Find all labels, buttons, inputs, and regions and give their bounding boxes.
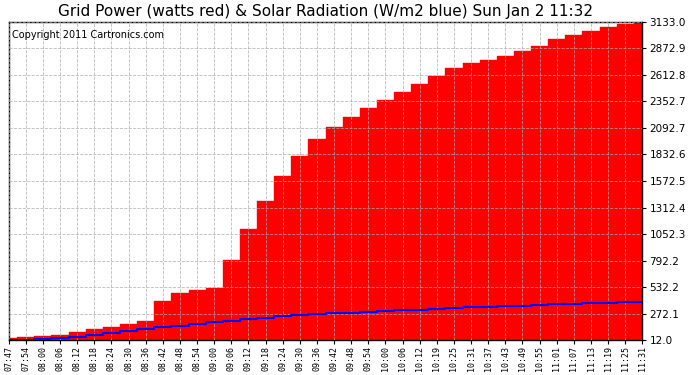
Title: Grid Power (watts red) & Solar Radiation (W/m2 blue) Sun Jan 2 11:32: Grid Power (watts red) & Solar Radiation… — [58, 4, 593, 19]
Text: Copyright 2011 Cartronics.com: Copyright 2011 Cartronics.com — [12, 30, 164, 40]
